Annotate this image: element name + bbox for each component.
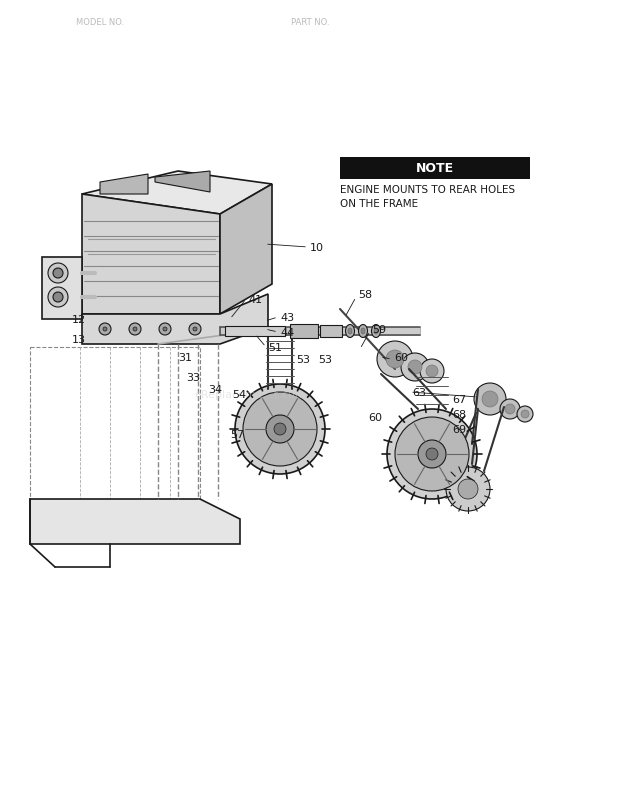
- Circle shape: [401, 353, 429, 381]
- Circle shape: [274, 423, 286, 435]
- Circle shape: [418, 441, 446, 468]
- Text: ENGINE MOUNTS TO REAR HOLES
ON THE FRAME: ENGINE MOUNTS TO REAR HOLES ON THE FRAME: [340, 185, 515, 209]
- Text: 53: 53: [318, 355, 332, 365]
- Circle shape: [133, 328, 137, 332]
- Bar: [225, 327, 285, 336]
- Ellipse shape: [374, 328, 378, 335]
- Circle shape: [521, 410, 529, 418]
- Circle shape: [48, 263, 68, 283]
- Circle shape: [395, 418, 469, 491]
- Ellipse shape: [371, 325, 381, 338]
- Circle shape: [426, 365, 438, 377]
- Circle shape: [446, 467, 490, 512]
- Circle shape: [377, 341, 413, 377]
- Bar: [340, 158, 530, 180]
- Text: 68: 68: [452, 410, 466, 419]
- Text: 69: 69: [452, 425, 466, 434]
- Text: 54: 54: [232, 389, 246, 400]
- Circle shape: [387, 410, 477, 499]
- Ellipse shape: [358, 325, 368, 338]
- Text: 33: 33: [186, 373, 200, 382]
- Polygon shape: [220, 185, 272, 315]
- Polygon shape: [42, 258, 82, 320]
- Text: 12: 12: [72, 315, 86, 324]
- Text: 57: 57: [230, 430, 244, 439]
- Circle shape: [474, 384, 506, 415]
- Text: 67: 67: [452, 394, 466, 405]
- Text: 31: 31: [178, 353, 192, 362]
- Text: 60: 60: [368, 413, 382, 422]
- Polygon shape: [82, 195, 220, 315]
- Circle shape: [500, 400, 520, 419]
- Text: MODEL NO.: MODEL NO.: [76, 18, 124, 27]
- Ellipse shape: [361, 328, 365, 335]
- Text: 44: 44: [280, 328, 294, 337]
- Circle shape: [386, 351, 404, 369]
- Text: 51: 51: [268, 343, 282, 353]
- Polygon shape: [100, 175, 148, 195]
- Ellipse shape: [345, 325, 355, 338]
- Circle shape: [189, 324, 201, 336]
- Text: 13: 13: [72, 335, 86, 344]
- Text: NOTE: NOTE: [416, 162, 454, 175]
- Text: 10: 10: [310, 243, 324, 253]
- Circle shape: [266, 415, 294, 443]
- Circle shape: [482, 392, 498, 407]
- Polygon shape: [155, 172, 210, 193]
- Circle shape: [235, 385, 325, 475]
- Circle shape: [408, 361, 422, 374]
- Text: 58: 58: [358, 290, 372, 300]
- Polygon shape: [30, 499, 240, 544]
- Circle shape: [53, 269, 63, 279]
- Ellipse shape: [348, 328, 352, 335]
- Polygon shape: [82, 172, 272, 214]
- Polygon shape: [82, 295, 268, 344]
- Text: 41: 41: [248, 295, 262, 304]
- Text: 60: 60: [394, 353, 408, 362]
- Circle shape: [163, 328, 167, 332]
- Circle shape: [193, 328, 197, 332]
- Circle shape: [420, 360, 444, 384]
- Circle shape: [48, 287, 68, 308]
- Circle shape: [53, 292, 63, 303]
- Text: 34: 34: [208, 385, 222, 394]
- Text: 53: 53: [296, 355, 310, 365]
- Text: 43: 43: [280, 312, 294, 323]
- Circle shape: [426, 448, 438, 460]
- Bar: [320, 325, 342, 337]
- Bar: [220, 328, 420, 336]
- Text: 63: 63: [412, 388, 426, 397]
- Text: eReplaceme…t.com: eReplaceme…t.com: [194, 389, 306, 400]
- Circle shape: [517, 406, 533, 422]
- Text: 59: 59: [372, 324, 386, 335]
- Circle shape: [505, 405, 515, 414]
- Circle shape: [99, 324, 111, 336]
- Circle shape: [159, 324, 171, 336]
- Circle shape: [129, 324, 141, 336]
- Text: PART NO.: PART NO.: [291, 18, 329, 27]
- Circle shape: [458, 479, 478, 499]
- Bar: [290, 324, 318, 339]
- Circle shape: [103, 328, 107, 332]
- Circle shape: [243, 393, 317, 467]
